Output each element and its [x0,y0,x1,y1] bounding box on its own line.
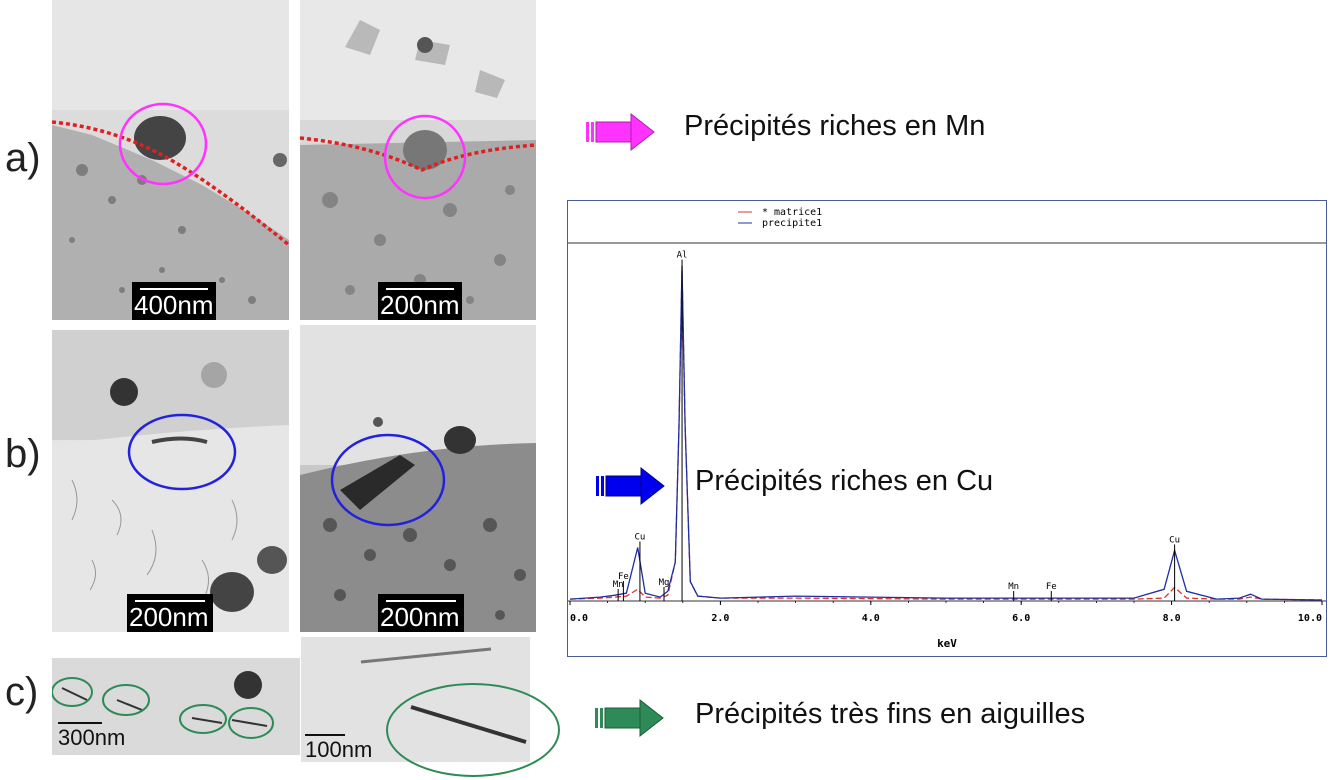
peak-label-cu: Cu [1169,535,1180,545]
peak-label-al: Al [677,251,688,261]
scale-bar-a2-label: 200nm [380,290,460,320]
x-tick-label: 0.0 [570,613,588,624]
scale-bar-c2-label: 100nm [305,737,373,762]
legend-entry-matrice1: * matrice1 [762,207,822,218]
tem-image-b1: 200nm [52,330,289,632]
peak-label-mn: Mn [613,580,624,590]
x-tick-label: 10.0 [1298,613,1322,624]
caption-mn: Précipités riches en Mn [684,110,986,142]
scale-bar-b1-label: 200nm [129,602,209,632]
peak-label-fe: Fe [1046,582,1057,592]
scale-bar-b2: 200nm [378,594,464,632]
x-tick-label: 8.0 [1163,613,1181,624]
peak-label-mg: Mg [659,578,670,588]
caption-needles: Précipités très fins en aiguilles [695,698,1086,730]
needle-circle-c2 [386,683,560,777]
scale-bar-a2: 200nm [378,282,462,320]
tem-image-c2: 100nm [301,637,530,762]
x-tick-label: 6.0 [1012,613,1030,624]
x-tick-label: 2.0 [711,613,729,624]
scale-bar-a1: 400nm [132,282,216,320]
tem-image-c1: 300nm [52,658,300,755]
tem-image-b2: 200nm [300,325,536,632]
row-label-a: a) [5,136,41,180]
row-label-c: c) [5,670,39,714]
arrow-cu-icon [596,466,665,506]
caption-cu: Précipités riches en Cu [695,465,994,497]
scale-bar-c1: 300nm [58,722,125,751]
peak-label-cu: Cu [635,533,646,543]
peak-label-fe: Fe [618,572,629,582]
peak-label-mn: Mn [1008,582,1019,592]
scale-bar-c1-label: 300nm [58,725,126,750]
legend-entry-precipite1: precipite1 [762,218,822,229]
scale-bar-b1: 200nm [127,594,213,632]
eds-spectrum-chart: * matrice1 precipite1 Fe Mn Cu Mg Al Mn Fe Cu 0… [567,200,1327,657]
scale-bar-b2-label: 200nm [380,602,460,632]
arrow-mn-icon [586,112,655,152]
x-tick-label: 4.0 [862,613,880,624]
scale-bar-c2: 100nm [305,734,372,762]
x-axis-label: keV [937,637,957,650]
series-line-precipite1 [569,265,1323,601]
arrow-needles-icon [595,698,664,738]
tem-image-a1: 400nm [52,0,289,320]
row-label-b: b) [5,432,41,476]
scale-bar-a1-label: 400nm [134,290,214,320]
tem-image-a2: 200nm [300,0,536,320]
